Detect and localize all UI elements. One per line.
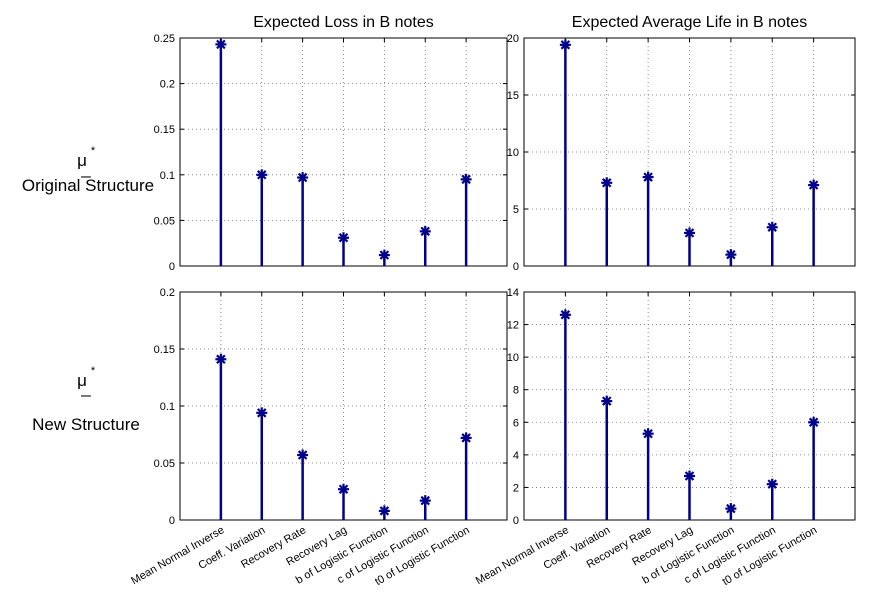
row-label-original-star: * bbox=[91, 145, 96, 157]
stem-marker-mean-normal-inverse bbox=[215, 38, 227, 50]
y-tick-label: 8 bbox=[513, 385, 519, 397]
y-tick-label: 4 bbox=[513, 450, 519, 462]
y-tick-label: 0 bbox=[513, 515, 519, 527]
stem-marker-c-of-logistic-function bbox=[419, 495, 431, 507]
stem-marker-recovery-rate bbox=[297, 449, 309, 461]
stem-marker-recovery-lag bbox=[338, 483, 349, 495]
y-tick-label: 0 bbox=[169, 515, 175, 527]
stem-marker-t0-of-logistic-function bbox=[460, 432, 472, 444]
y-tick-label: 0.05 bbox=[154, 215, 175, 227]
y-tick-label: 0 bbox=[513, 261, 519, 273]
stem-marker-recovery-rate bbox=[297, 172, 309, 184]
stem-marker-recovery-rate bbox=[642, 171, 654, 183]
stem-marker-recovery-lag bbox=[684, 227, 695, 239]
stem-marker-c-of-logistic-function bbox=[766, 221, 778, 233]
row-label-original-text: Original Structure bbox=[22, 176, 154, 195]
stem-marker-coeff-variation bbox=[256, 169, 268, 181]
stem-marker-b-of-logistic-function bbox=[725, 503, 737, 515]
y-tick-label: 0.1 bbox=[160, 170, 175, 182]
row-label-original-dash: _ bbox=[80, 159, 91, 178]
stem-marker-t0-of-logistic-function bbox=[808, 179, 820, 191]
y-tick-label: 15 bbox=[507, 90, 519, 102]
y-tick-label: 14 bbox=[507, 287, 519, 299]
stem-marker-b-of-logistic-function bbox=[378, 249, 390, 261]
chart-panel-expected-loss-original: Expected Loss in B notes 0 0.05 0.1 0.15 0.2 0… bbox=[154, 14, 508, 273]
y-tick-label: 10 bbox=[507, 147, 519, 159]
stem-marker-mean-normal-inverse bbox=[215, 353, 227, 365]
y-tick-label: 0.2 bbox=[160, 287, 175, 299]
y-tick-label: 20 bbox=[507, 33, 519, 45]
y-tick-label: 10 bbox=[507, 352, 519, 364]
y-tick-label: 0.05 bbox=[154, 458, 175, 470]
y-tick-label: 0.2 bbox=[160, 79, 175, 91]
stem-marker-mean-normal-inverse bbox=[559, 309, 571, 321]
row-label-new: μ * _ New Structure bbox=[32, 365, 140, 434]
row-label-new-dash: _ bbox=[80, 378, 91, 397]
stem-marker-mean-normal-inverse bbox=[559, 39, 571, 51]
stem-marker-c-of-logistic-function bbox=[419, 225, 431, 237]
y-tick-label: 5 bbox=[513, 204, 519, 216]
stem-marker-c-of-logistic-function bbox=[766, 478, 778, 490]
row-label-new-text: New Structure bbox=[32, 415, 140, 434]
y-tick-label: 0.25 bbox=[154, 33, 175, 45]
y-tick-label: 6 bbox=[513, 417, 519, 429]
stem-marker-recovery-lag bbox=[338, 232, 349, 244]
stem-marker-t0-of-logistic-function bbox=[808, 416, 820, 428]
row-label-original-symbol: μ bbox=[77, 151, 87, 170]
stem-marker-recovery-rate bbox=[642, 428, 654, 440]
stem-marker-coeff-variation bbox=[601, 177, 613, 189]
stem-marker-coeff-variation bbox=[601, 395, 613, 407]
y-tick-label: 2 bbox=[513, 482, 519, 494]
row-label-new-symbol: μ bbox=[77, 371, 87, 390]
row-label-new-star: * bbox=[91, 365, 96, 377]
y-tick-label: 0.15 bbox=[154, 124, 175, 136]
stem-marker-recovery-lag bbox=[684, 470, 695, 482]
axes-frame bbox=[179, 37, 508, 267]
stem-marker-b-of-logistic-function bbox=[725, 249, 737, 261]
chart-panel-average-life-original: Expected Average Life in B notes 0 5 10 15 20 bbox=[507, 14, 856, 273]
stem-marker-t0-of-logistic-function bbox=[460, 173, 472, 185]
y-tick-label: 0.15 bbox=[154, 344, 175, 356]
chart-title: Expected Average Life in B notes bbox=[572, 14, 807, 31]
y-tick-label: 12 bbox=[507, 320, 519, 332]
stem-marker-coeff-variation bbox=[256, 407, 268, 419]
stem-marker-b-of-logistic-function bbox=[378, 505, 390, 517]
y-tick-label: 0.1 bbox=[160, 401, 175, 413]
y-tick-label: 0 bbox=[169, 261, 175, 273]
row-label-original: μ * _ Original Structure bbox=[22, 145, 154, 195]
chart-title: Expected Loss in B notes bbox=[253, 14, 434, 31]
